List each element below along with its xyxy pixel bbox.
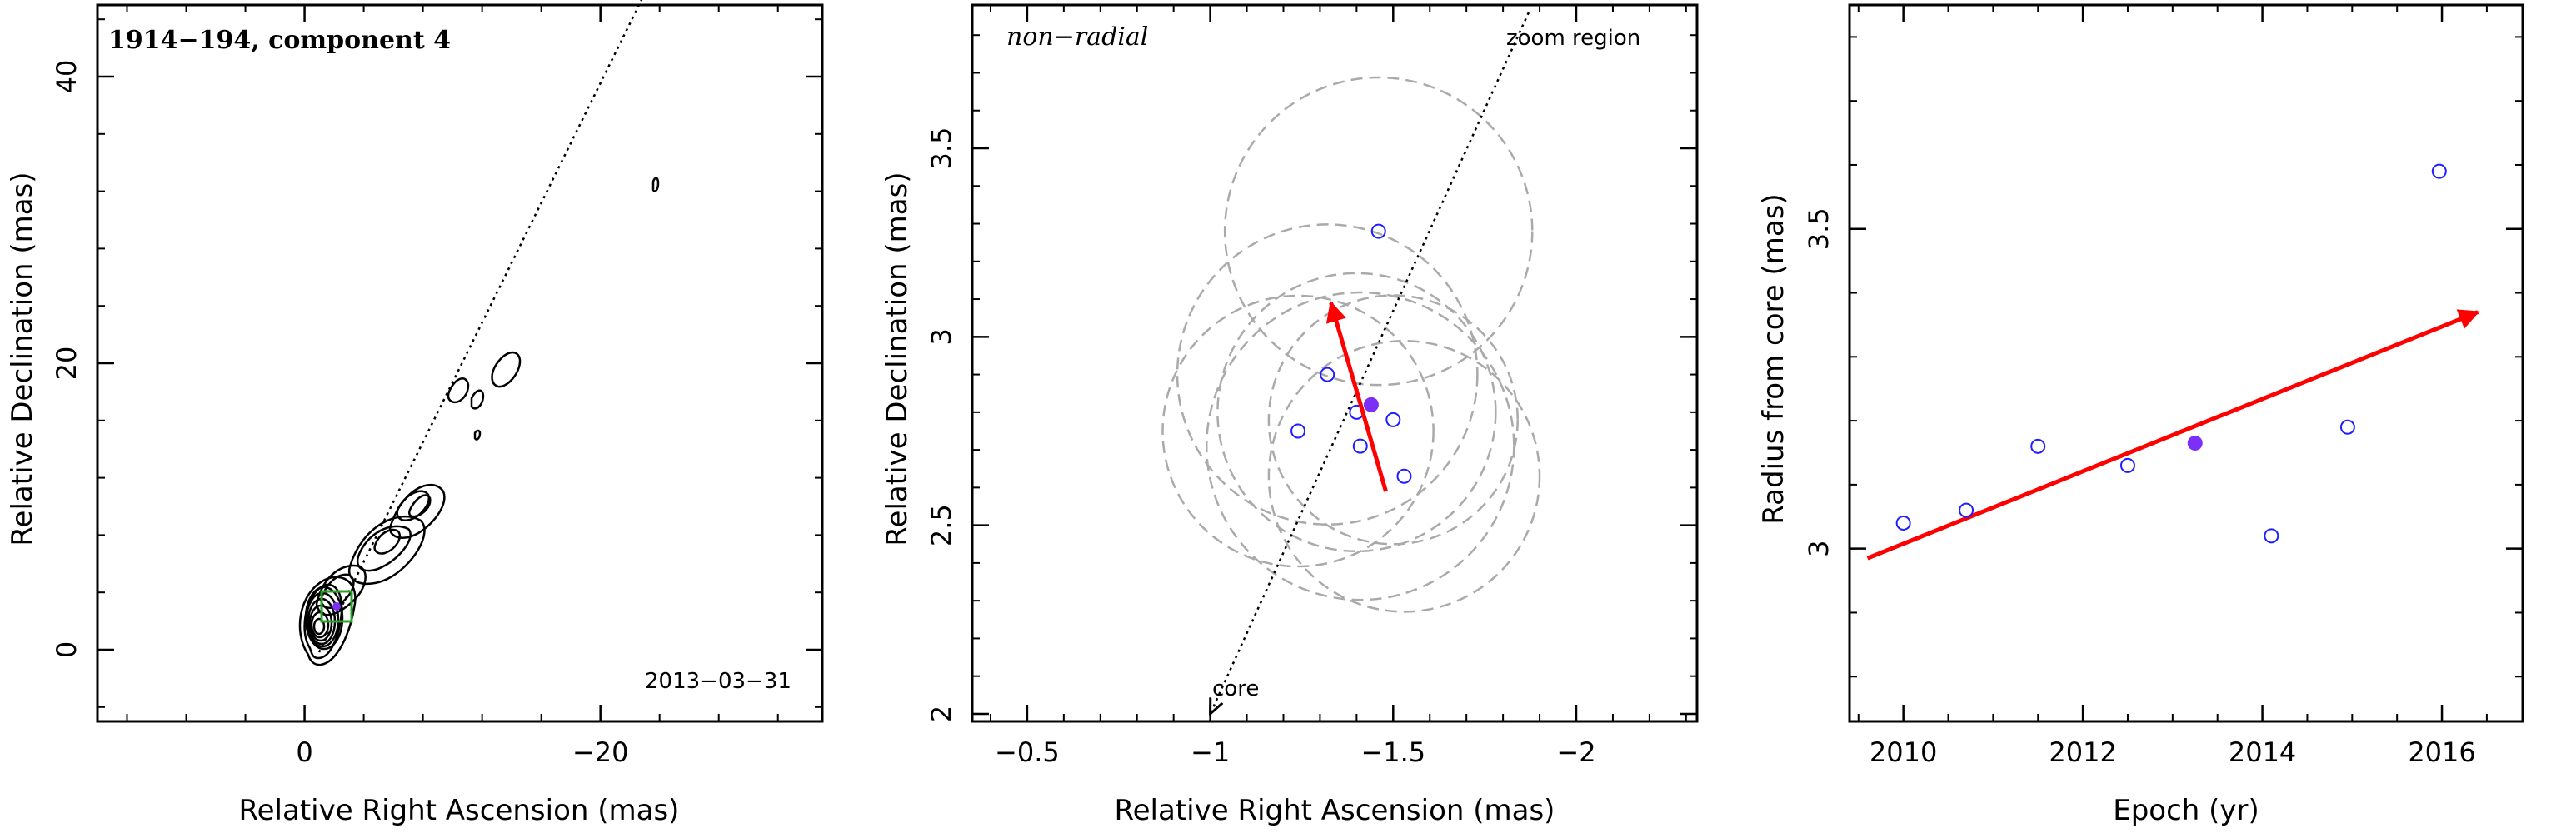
axes-frame	[971, 3, 1699, 723]
data-point	[1959, 502, 1974, 518]
panel-map-zoom-box	[320, 590, 353, 623]
error-circle	[1223, 76, 1534, 387]
panel-map-ylabel: Relative Declination (mas)	[6, 172, 39, 546]
data-point	[1352, 438, 1368, 454]
data-point	[1895, 515, 1911, 531]
panel-zoom-points	[1290, 223, 1412, 484]
panel-zoom-jet-axis	[1211, 12, 1530, 714]
x-tick-label: −1.5	[1360, 736, 1425, 768]
panel-radius-points	[1895, 163, 2447, 544]
data-point	[1396, 468, 1412, 484]
y-tick-label: 20	[51, 347, 82, 381]
error-circle	[1205, 291, 1515, 601]
panel-zoom-core-label: core	[1212, 676, 1259, 701]
panel-zoom-corner-label: non−radial	[1006, 22, 1148, 52]
y-tick-label: 2	[926, 706, 957, 722]
data-point	[2119, 457, 2135, 473]
error-circle	[1267, 339, 1541, 613]
panel-zoom-motion-arrow	[1325, 301, 1388, 492]
panel-map-component-marker	[332, 602, 341, 611]
y-tick-label: 3.5	[926, 127, 957, 170]
data-point	[1320, 367, 1335, 382]
data-point	[2431, 163, 2447, 179]
x-tick-label: 2016	[2408, 736, 2475, 768]
x-tick-label: 2012	[2049, 736, 2116, 768]
data-point	[2264, 528, 2279, 544]
x-tick-label: −1	[1191, 736, 1230, 768]
error-circle	[1161, 294, 1435, 568]
panel-zoom-error-circles	[1161, 76, 1541, 613]
fit-arrow	[1866, 309, 2480, 561]
panel-zoom-xlabel: Relative Right Ascension (mas)	[1115, 794, 1555, 827]
y-tick-label: 0	[51, 641, 82, 658]
mean-point	[2187, 435, 2203, 451]
y-tick-label: 3.5	[1803, 207, 1835, 250]
x-tick-label: 2010	[1870, 736, 1937, 768]
panel-map-title: 1914−194, component 4	[108, 26, 451, 55]
panel-map-axes: 0 −20 0 20 40	[51, 3, 824, 768]
error-circle	[1216, 272, 1497, 553]
data-point	[1370, 223, 1386, 239]
y-tick-label: 40	[51, 60, 82, 94]
x-tick-label: −20	[572, 736, 629, 768]
y-tick-label: 3	[926, 328, 957, 345]
axes-frame	[1848, 3, 2524, 723]
panel-zoom-box-label: zoom region	[1506, 26, 1640, 51]
panel-radius-ylabel: Radius from core (mas)	[1757, 193, 1790, 524]
y-tick-label: 3	[1803, 540, 1835, 556]
x-tick-label: 2014	[2229, 736, 2296, 768]
panel-zoom-axes: −0.5 −1 −1.5 −2 2 2.5 3 3.5	[926, 3, 1699, 768]
panel-zoom: −0.5 −1 −1.5 −2 2 2.5 3 3.5 non−radial zoom reg…	[881, 3, 1699, 827]
axes-frame	[96, 3, 824, 723]
panel-radius-xlabel: Epoch (yr)	[2113, 794, 2259, 827]
panel-zoom-ylabel: Relative Declination (mas)	[881, 172, 914, 546]
motion-arrow	[1325, 301, 1388, 492]
panel-radius-fit-arrow	[1866, 309, 2480, 561]
panel-map-contours	[298, 177, 660, 666]
error-circle	[1176, 223, 1479, 526]
mean-point	[1363, 397, 1379, 412]
data-point	[2339, 419, 2355, 435]
panel-map-date: 2013−03−31	[645, 669, 791, 694]
data-point	[1385, 412, 1401, 427]
error-circle	[1267, 294, 1519, 546]
panel-radius-axes: 2010 2012 2014 2016 3 3.5	[1803, 3, 2524, 768]
data-point	[2030, 438, 2046, 454]
panel-radius: 2010 2012 2014 2016 3 3.5 Epoch (yr) Radius f…	[1757, 3, 2524, 827]
x-tick-label: 0	[296, 736, 312, 768]
y-tick-label: 2.5	[926, 504, 957, 546]
data-point	[1290, 423, 1306, 439]
panel-map-jet-axis	[317, 0, 643, 653]
x-tick-label: −0.5	[995, 736, 1060, 768]
panel-map-xlabel: Relative Right Ascension (mas)	[239, 794, 680, 827]
x-tick-label: −2	[1556, 736, 1595, 768]
jet-axis-line	[1211, 12, 1530, 714]
panel-map: 0 −20 0 20 40 1914−194, component 4 2013−03−…	[6, 0, 824, 827]
